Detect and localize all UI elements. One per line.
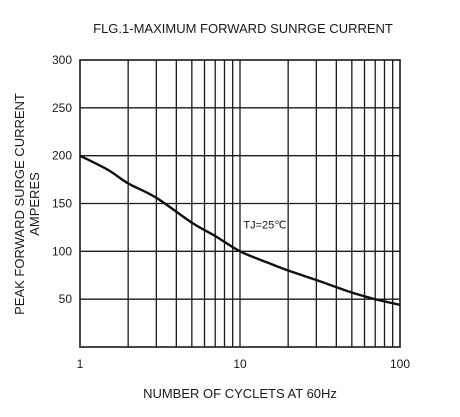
- x-tick-label: 10: [233, 357, 247, 371]
- tj-annotation: TJ=25℃: [243, 219, 286, 231]
- x-axis-ticks: 1 10 100: [77, 357, 411, 371]
- y-tick-label: 200: [52, 149, 72, 163]
- x-tick-label: 100: [390, 357, 410, 371]
- y-tick-label: 150: [52, 197, 72, 211]
- y-tick-label: 250: [52, 101, 72, 115]
- y-tick-label: 100: [52, 244, 72, 258]
- x-axis-label: NUMBER OF CYCLETS AT 60Hz: [143, 386, 337, 401]
- plot-frame: [79, 59, 401, 348]
- y-axis-label-line2: AMPERES: [27, 172, 42, 236]
- y-tick-label: 300: [52, 53, 72, 67]
- chart-title: FLG.1-MAXIMUM FORWARD SUNRGE CURRENT: [93, 21, 393, 36]
- y-tick-label: 50: [59, 292, 73, 306]
- y-axis-ticks: 50 100 150 200 250 300: [52, 53, 72, 306]
- chart-grid: [80, 60, 400, 347]
- series-layer: [79, 154, 401, 307]
- surge-current-curve: [79, 154, 401, 307]
- y-axis-label-line1: PEAK FORWARD SURGE CURRENT: [12, 93, 27, 315]
- x-tick-label: 1: [77, 357, 84, 371]
